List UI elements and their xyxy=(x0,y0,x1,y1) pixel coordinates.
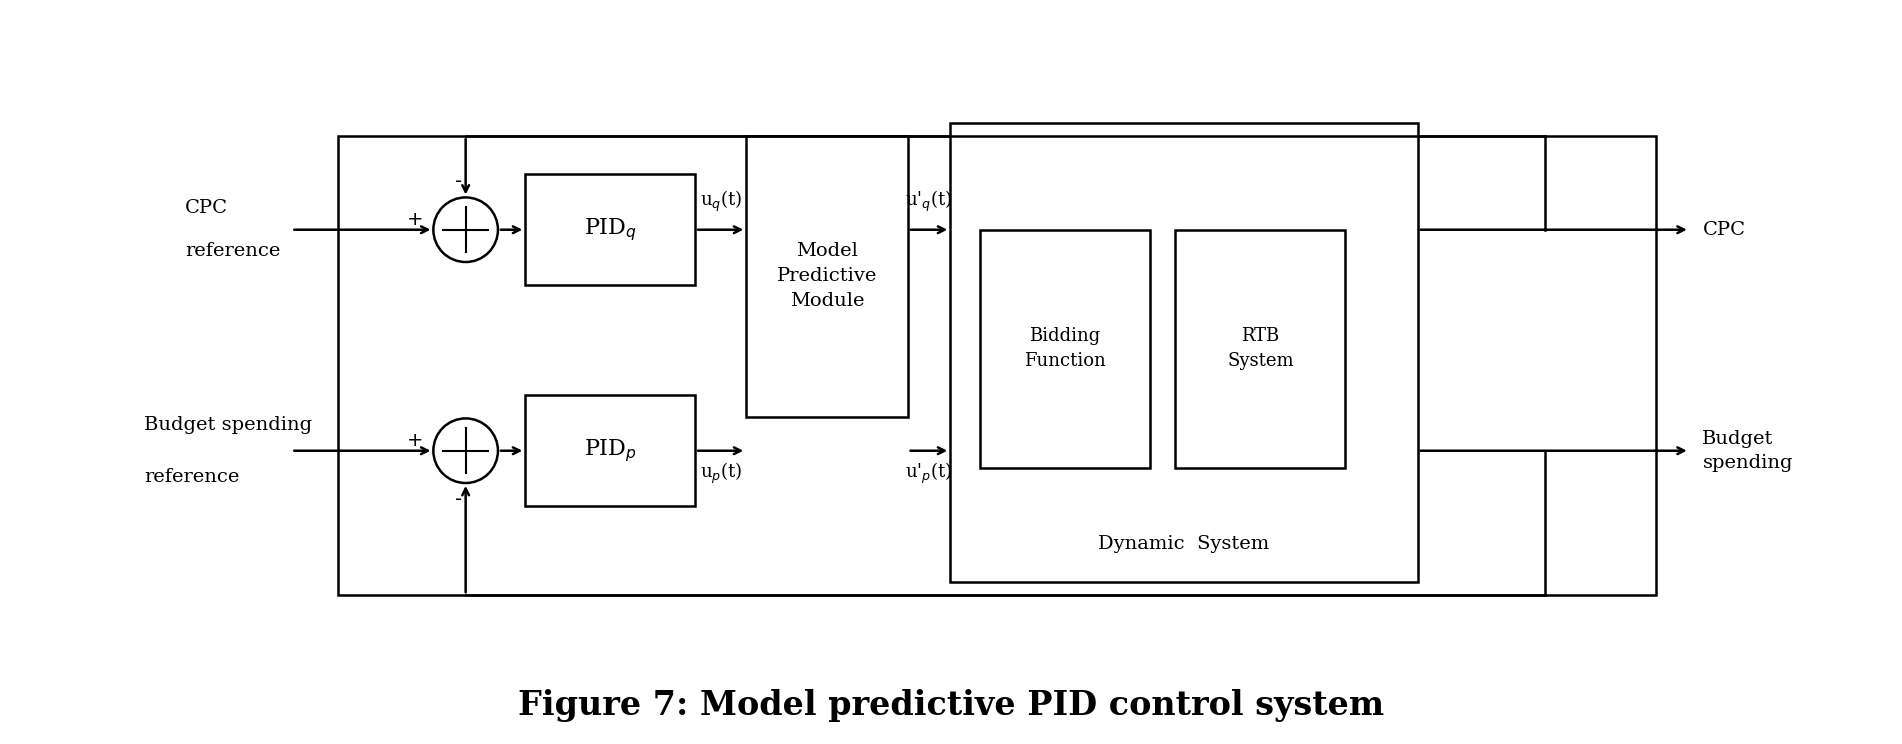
Text: Budget spending: Budget spending xyxy=(145,416,312,434)
Text: -: - xyxy=(455,172,462,190)
Bar xyxy=(1175,230,1345,468)
Bar xyxy=(339,136,1655,595)
Text: Figure 7: Model predictive PID control system: Figure 7: Model predictive PID control s… xyxy=(517,689,1385,722)
Text: PID$_p$: PID$_p$ xyxy=(584,437,637,464)
Bar xyxy=(951,124,1417,583)
Text: PID$_q$: PID$_q$ xyxy=(584,217,637,243)
Text: CPC: CPC xyxy=(1702,221,1746,239)
Text: +: + xyxy=(407,210,422,229)
Text: Bidding
Function: Bidding Function xyxy=(1023,327,1105,371)
Text: Model
Predictive
Module: Model Predictive Module xyxy=(776,243,877,310)
Text: u$_p$(t): u$_p$(t) xyxy=(700,461,742,486)
Text: Dynamic  System: Dynamic System xyxy=(1097,535,1269,554)
Bar xyxy=(980,230,1151,468)
Text: u'$_q$(t): u'$_q$(t) xyxy=(905,189,953,214)
Text: +: + xyxy=(407,431,422,450)
Text: u'$_p$(t): u'$_p$(t) xyxy=(905,461,953,486)
Bar xyxy=(746,136,907,417)
Bar xyxy=(525,175,694,285)
Text: reference: reference xyxy=(145,468,240,486)
Text: Budget
spending: Budget spending xyxy=(1702,430,1794,472)
Text: RTB
System: RTB System xyxy=(1227,327,1293,371)
Text: reference: reference xyxy=(184,243,280,260)
Text: CPC: CPC xyxy=(184,199,228,217)
Text: u$_q$(t): u$_q$(t) xyxy=(700,189,742,214)
Bar xyxy=(525,396,694,506)
Text: -: - xyxy=(455,490,462,509)
